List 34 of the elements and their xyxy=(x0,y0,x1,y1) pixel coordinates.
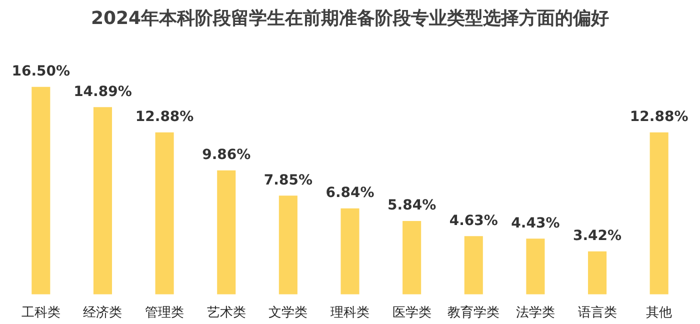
bar xyxy=(526,238,545,294)
bar xyxy=(588,251,607,294)
x-tick-label: 医学类 xyxy=(392,306,432,321)
data-label: 4.63% xyxy=(449,212,498,229)
bar xyxy=(93,107,112,294)
data-label: 12.88% xyxy=(630,109,688,126)
x-tick-label: 教育学类 xyxy=(448,304,500,321)
chart-title: 2024年本科阶段留学生在前期准备阶段专业类型选择方面的偏好 xyxy=(90,7,610,31)
data-label: 6.84% xyxy=(326,185,374,202)
x-tick-label: 语言类 xyxy=(578,304,617,321)
bar xyxy=(402,220,422,294)
data-label: 5.84% xyxy=(388,198,436,214)
x-tick-label: 法学类 xyxy=(516,306,555,321)
bar xyxy=(155,132,174,294)
data-label: 16.50% xyxy=(12,64,70,80)
data-label: 7.85% xyxy=(264,172,312,188)
bar xyxy=(340,208,360,294)
x-tick-label: 经济类 xyxy=(83,306,122,321)
data-label: 12.88% xyxy=(135,109,194,126)
data-label: 4.43% xyxy=(511,215,560,232)
bar xyxy=(464,236,483,294)
x-tick-label: 文学类 xyxy=(268,306,308,321)
bar xyxy=(217,170,236,294)
data-label: 3.42% xyxy=(572,228,622,244)
x-tick-label: 艺术类 xyxy=(206,306,246,321)
bar xyxy=(650,132,668,294)
x-tick-label: 理科类 xyxy=(330,306,370,321)
data-label: 9.86% xyxy=(202,147,251,164)
bar xyxy=(278,196,298,294)
x-tick-label: 管理类 xyxy=(145,306,184,321)
x-tick-label: 工科类 xyxy=(21,306,60,321)
data-label: 14.89% xyxy=(74,84,132,100)
x-tick-label: 其他 xyxy=(646,306,672,321)
bar xyxy=(32,86,50,294)
